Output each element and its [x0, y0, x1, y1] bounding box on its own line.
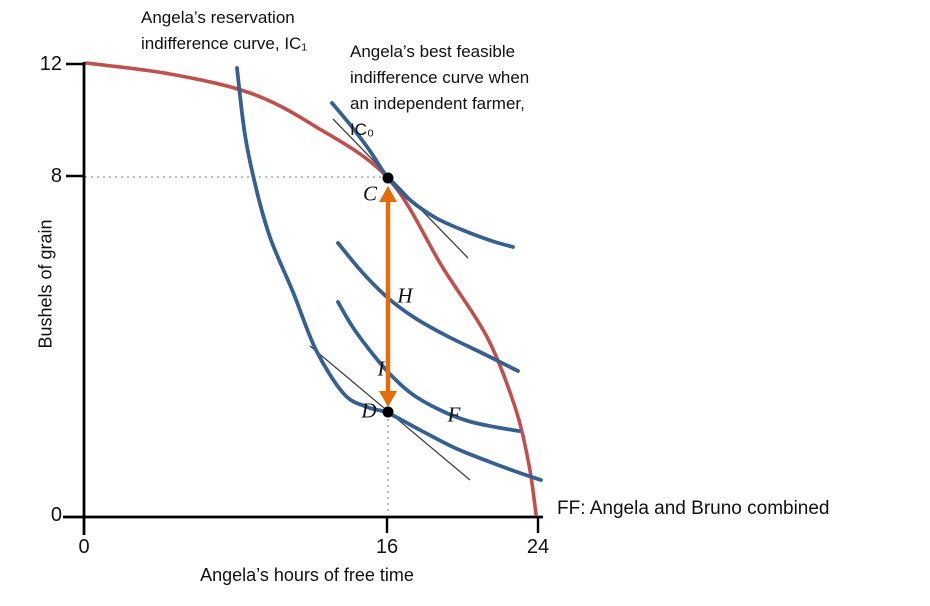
point-label-d: D [361, 398, 377, 423]
ic1-annotation-line-2: indifference curve, IC₁ [141, 34, 308, 53]
tangent-line-at-c [332, 118, 469, 259]
point-dot-d [382, 406, 394, 418]
y-axis-label: Bushels of grain [35, 219, 56, 349]
y-tick-label-12: 12 [39, 53, 62, 75]
arrowhead-up [379, 186, 397, 202]
ic1-annotation: Angela’s reservation indifference curve,… [141, 5, 307, 57]
ic-i-curve [336, 300, 521, 433]
x-tick-label-0: 0 [78, 536, 90, 558]
ic0-annotation: Angela’s best feasible indifference curv… [350, 39, 529, 143]
ic0-annotation-line-3: an independent farmer, [350, 94, 525, 113]
point-label-h: H [397, 283, 413, 308]
ff-curve [84, 61, 538, 516]
x-tick-label-24: 24 [526, 536, 550, 558]
ic0-annotation-line-4: IC₀ [350, 120, 375, 139]
ic1-annotation-line-1: Angela’s reservation [141, 8, 295, 27]
x-axis-label: Angela’s hours of free time [200, 565, 414, 585]
x-tick-label-16: 16 [375, 536, 399, 558]
ic0-annotation-line-2: indifference curve when [350, 68, 530, 87]
point-label-c: C [362, 181, 378, 206]
y-tick-label-8: 8 [50, 165, 62, 187]
ic0-curve [330, 101, 515, 249]
ic1-curve [235, 66, 543, 482]
arrowhead-down [379, 391, 397, 407]
ic-h-curve [336, 241, 520, 373]
ic0-annotation-line-1: Angela’s best feasible [350, 42, 516, 61]
point-dot-c [382, 172, 394, 184]
point-label-f: F [447, 402, 461, 427]
point-label-i: I [377, 356, 385, 381]
y-tick-label-0: 0 [50, 504, 62, 526]
ff-annotation: FF: Angela and Bruno combined [557, 498, 830, 519]
